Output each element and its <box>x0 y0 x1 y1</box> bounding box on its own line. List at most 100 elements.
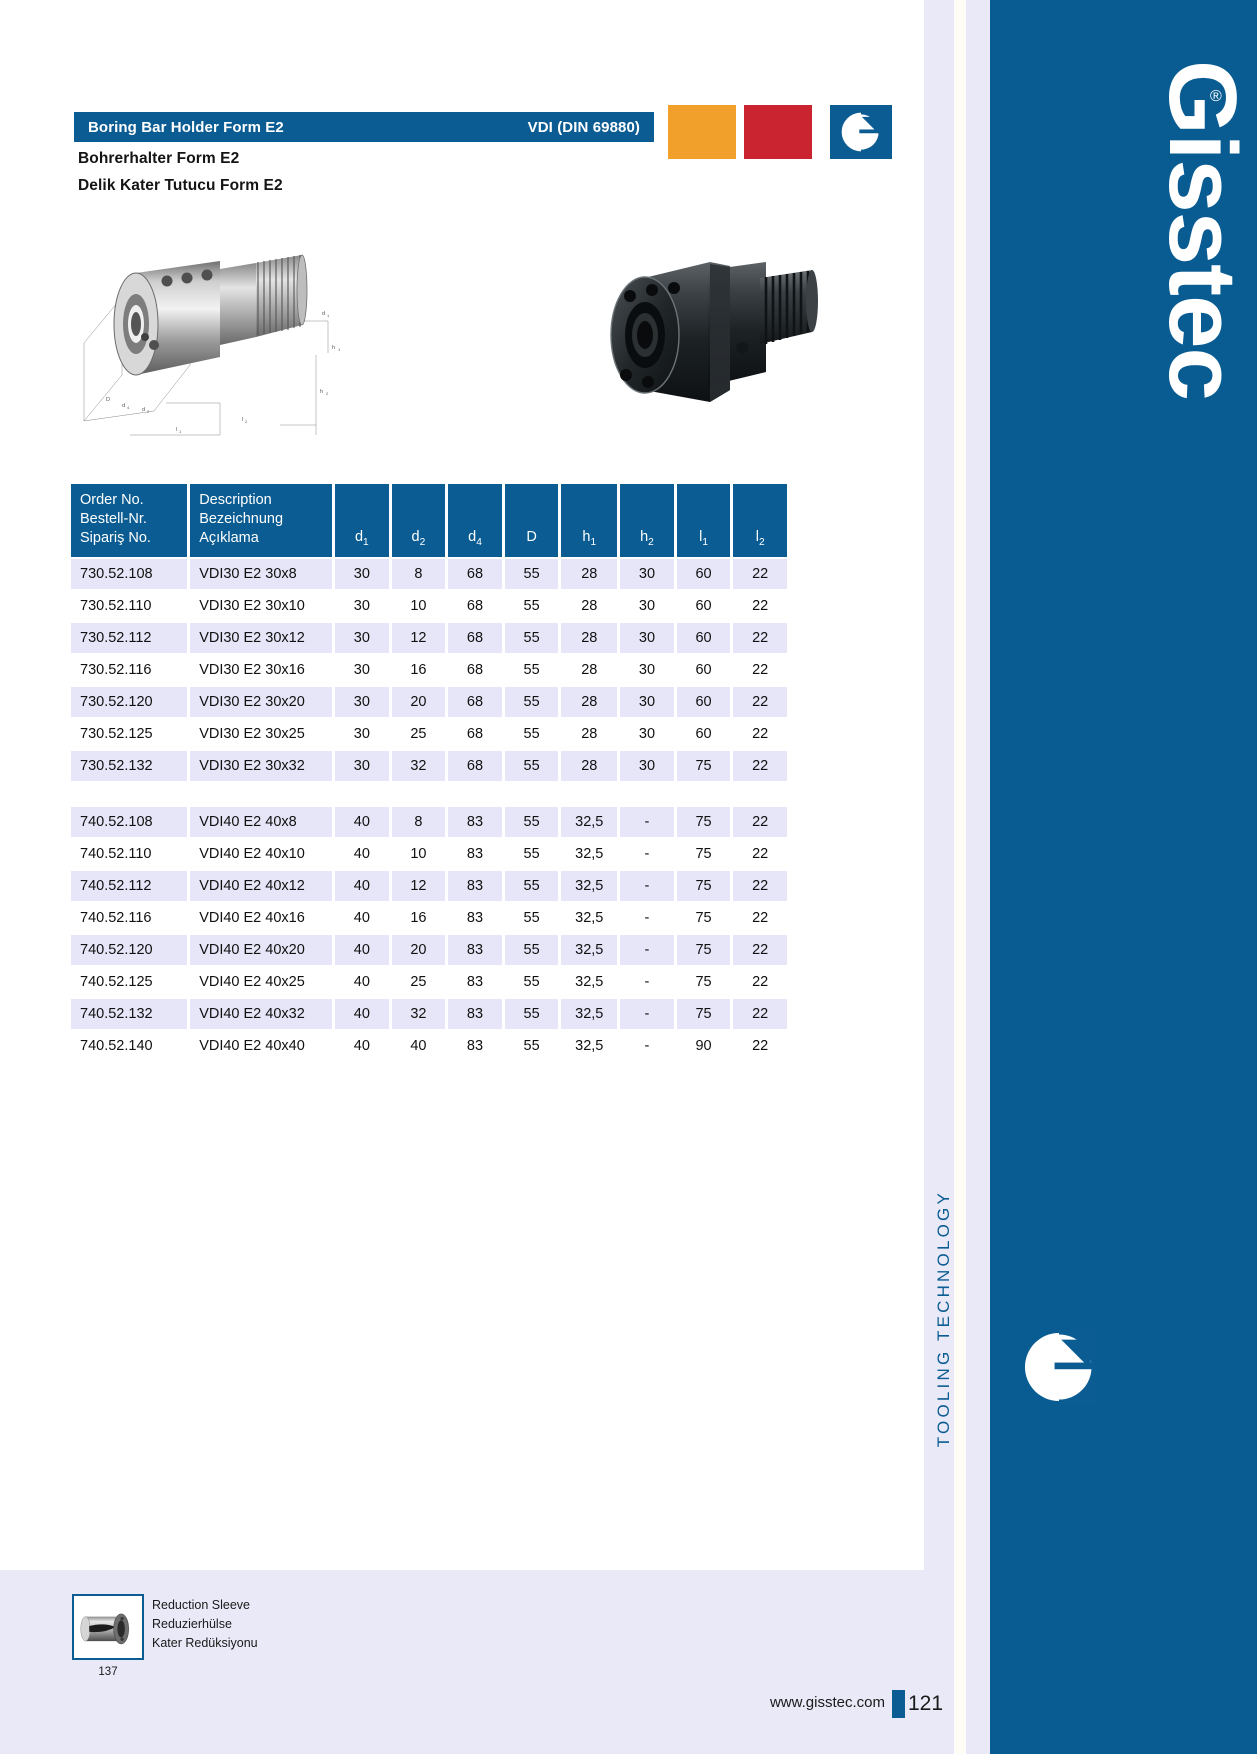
cell-description: VDI30 E2 30x20 <box>190 687 333 718</box>
cell-h2: 30 <box>620 719 674 750</box>
cell-D: 55 <box>504 655 559 686</box>
table-row[interactable]: 730.52.110 VDI30 E2 30x10 30 10 68 55 28 30 60 22 <box>71 591 787 622</box>
cell-l1: 75 <box>676 903 731 934</box>
svg-text:h: h <box>332 345 335 351</box>
cell-D: 55 <box>504 807 559 838</box>
table-row[interactable]: 740.52.116 VDI40 E2 40x16 40 16 83 55 32,5-75 2… <box>71 903 787 934</box>
table-row[interactable]: 730.52.116 VDI30 E2 30x16 30 16 68 55 28 30 60 22 <box>71 655 787 686</box>
column-header-D: D <box>504 484 559 558</box>
cell-d4: 83 <box>448 807 502 838</box>
cell-h2: - <box>620 999 674 1030</box>
cell-d2: 10 <box>391 839 446 870</box>
cell-d1: 40 <box>335 807 389 838</box>
cell-d4: 83 <box>448 999 502 1030</box>
table-row[interactable]: 740.52.112 VDI40 E2 40x12 40 12 83 55 32,5-75 2… <box>71 871 787 902</box>
cell-d1: 40 <box>335 871 389 902</box>
page-title: Boring Bar Holder Form E2 <box>88 118 284 136</box>
cell-h1: 32,5 <box>561 1031 618 1062</box>
cell-d4: 68 <box>448 623 502 654</box>
table-row[interactable]: 740.52.108 VDI40 E2 40x8 40 8 83 55 32,5-75 22 <box>71 807 787 838</box>
cell-l2: 22 <box>733 719 787 750</box>
table-row[interactable]: 730.52.125 VDI30 E2 30x25 30 25 68 55 28 30 60 22 <box>71 719 787 750</box>
description-de: Bezeichnung <box>199 511 284 528</box>
margin-strip-middle <box>954 0 966 1754</box>
cell-description: VDI40 E2 40x40 <box>190 1031 333 1062</box>
cell-order-no: 740.52.110 <box>71 839 188 870</box>
margin-strip-left <box>924 0 954 1754</box>
cell-h1: 28 <box>561 751 618 782</box>
table-row[interactable]: 730.52.112 VDI30 E2 30x12 30 12 68 55 28 30 60 22 <box>71 623 787 654</box>
cell-l2: 22 <box>733 687 787 718</box>
cell-d4: 68 <box>448 591 502 622</box>
cell-l2: 22 <box>733 559 787 590</box>
table-body: 730.52.108 VDI30 E2 30x8 30 8 68 55 28 30 60 22 73… <box>71 559 787 1062</box>
table-row[interactable]: 740.52.140 VDI40 E2 40x40 40 40 83 55 32,5-90 2… <box>71 1031 787 1062</box>
cell-order-no: 730.52.125 <box>71 719 188 750</box>
cell-h1: 28 <box>561 687 618 718</box>
reduction-sleeve-image <box>74 1596 142 1658</box>
column-header-l2: l2 <box>733 484 787 558</box>
table-row[interactable]: 730.52.120 VDI30 E2 30x20 30 20 68 55 28 30 60 22 <box>71 687 787 718</box>
margin-strip-right <box>966 0 990 1754</box>
gisstec-logo-icon <box>1024 1330 1096 1404</box>
cell-h1: 32,5 <box>561 871 618 902</box>
svg-text:d: d <box>122 403 125 409</box>
cell-h2: 30 <box>620 687 674 718</box>
cell-l1: 60 <box>676 719 731 750</box>
color-swatch-red <box>744 105 812 159</box>
cell-description: VDI40 E2 40x16 <box>190 903 333 934</box>
table-row[interactable]: 740.52.125 VDI40 E2 40x25 40 25 83 55 32,5-75 2… <box>71 967 787 998</box>
cell-l1: 60 <box>676 687 731 718</box>
cell-d1: 40 <box>335 967 389 998</box>
cell-d2: 16 <box>391 655 446 686</box>
cell-d1: 30 <box>335 719 389 750</box>
cell-D: 55 <box>504 1031 559 1062</box>
description-tr: Açıklama <box>199 530 259 547</box>
order-no-de: Bestell-Nr. <box>80 511 147 528</box>
cell-l1: 60 <box>676 559 731 590</box>
cell-d2: 8 <box>391 559 446 590</box>
page-number-tab <box>892 1690 905 1718</box>
cell-description: VDI40 E2 40x12 <box>190 871 333 902</box>
cell-d1: 30 <box>335 655 389 686</box>
table-row[interactable]: 740.52.120 VDI40 E2 40x20 40 20 83 55 32,5-75 2… <box>71 935 787 966</box>
footer-background <box>0 1570 924 1754</box>
svg-text:h: h <box>320 389 323 395</box>
cell-d2: 32 <box>391 751 446 782</box>
table-row[interactable]: 730.52.132 VDI30 E2 30x32 30 32 68 55 28 30 75 22 <box>71 751 787 782</box>
cell-d4: 68 <box>448 751 502 782</box>
cell-h2: - <box>620 871 674 902</box>
cell-h1: 32,5 <box>561 807 618 838</box>
reduction-sleeve-thumbnail[interactable] <box>72 1594 144 1660</box>
cell-h2: 30 <box>620 623 674 654</box>
svg-text:2: 2 <box>147 409 150 414</box>
cell-d4: 68 <box>448 655 502 686</box>
cell-d2: 8 <box>391 807 446 838</box>
website-url[interactable]: www.gisstec.com <box>769 1694 885 1711</box>
reference-page-number: 137 <box>98 1666 118 1678</box>
cell-d1: 30 <box>335 687 389 718</box>
cell-l1: 60 <box>676 591 731 622</box>
column-header-d4: d4 <box>448 484 502 558</box>
cell-order-no: 740.52.132 <box>71 999 188 1030</box>
cell-description: VDI40 E2 40x20 <box>190 935 333 966</box>
cell-d1: 30 <box>335 559 389 590</box>
page-number: 121 <box>908 1692 944 1715</box>
brand-name: Gisstec <box>1149 60 1256 400</box>
table-row[interactable]: 740.52.132 VDI40 E2 40x32 40 32 83 55 32,5-75 2… <box>71 999 787 1030</box>
cell-d4: 83 <box>448 871 502 902</box>
cell-d4: 68 <box>448 559 502 590</box>
reference-name-en: Reduction Sleeve <box>152 1598 250 1612</box>
cell-l2: 22 <box>733 903 787 934</box>
table-row[interactable]: 740.52.110 VDI40 E2 40x10 40 10 83 55 32,5-75 2… <box>71 839 787 870</box>
cell-l1: 75 <box>676 871 731 902</box>
cell-h2: - <box>620 839 674 870</box>
cell-order-no: 730.52.132 <box>71 751 188 782</box>
cell-d1: 40 <box>335 935 389 966</box>
table-row[interactable]: 730.52.108 VDI30 E2 30x8 30 8 68 55 28 30 60 22 <box>71 559 787 590</box>
brand-side-band <box>990 0 1257 1754</box>
header-logo-box <box>830 105 892 159</box>
cell-l2: 22 <box>733 807 787 838</box>
cell-order-no: 730.52.116 <box>71 655 188 686</box>
cell-l2: 22 <box>733 655 787 686</box>
